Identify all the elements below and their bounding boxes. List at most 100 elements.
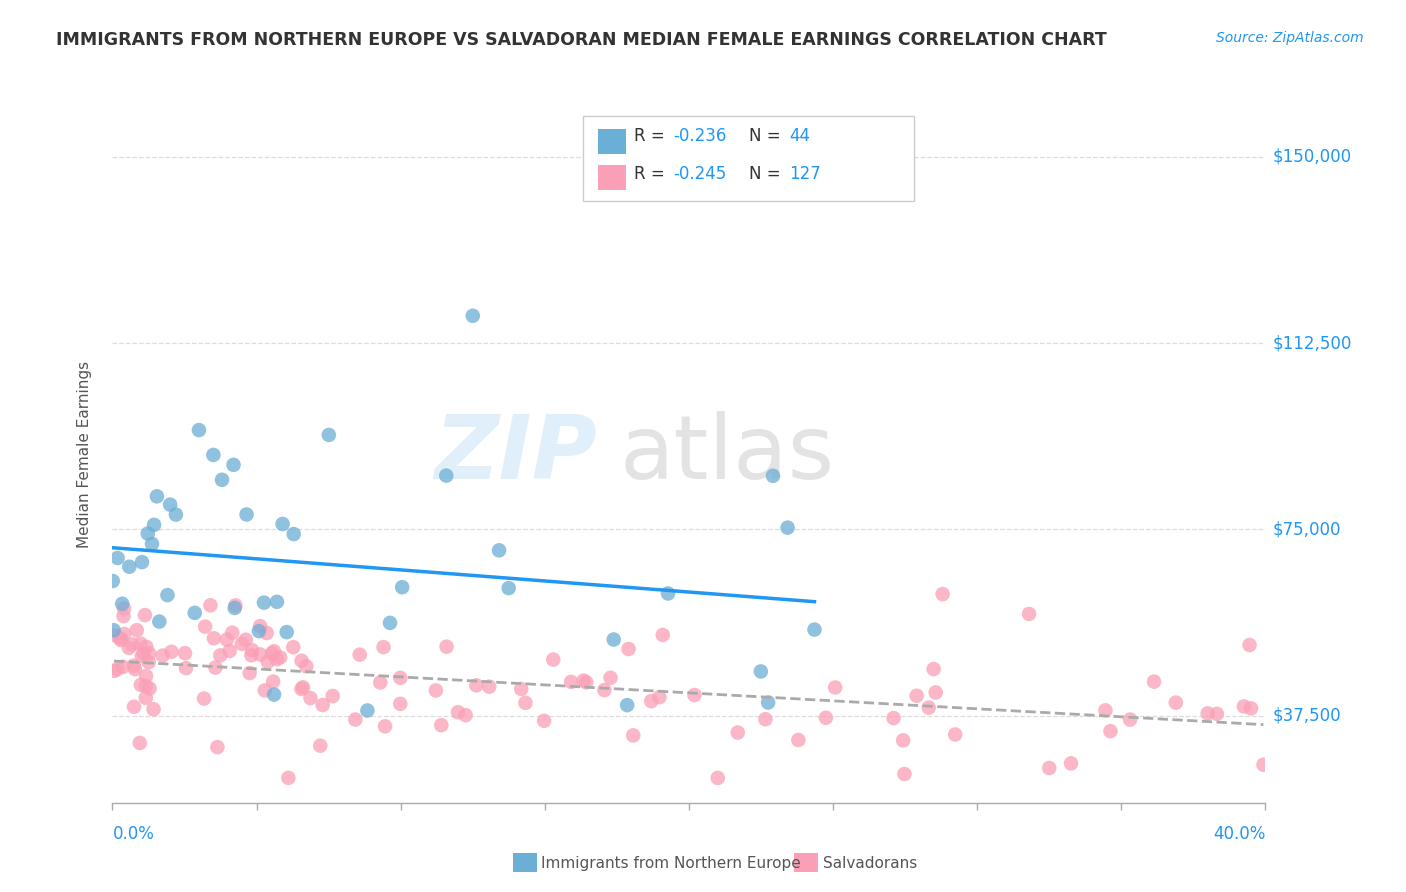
Point bbox=[1239, 638, 1261, 652]
Point bbox=[283, 527, 305, 541]
Point bbox=[602, 632, 624, 647]
Point bbox=[749, 665, 772, 679]
Point bbox=[543, 652, 565, 666]
Text: Immigrants from Northern Europe: Immigrants from Northern Europe bbox=[541, 856, 801, 871]
Point bbox=[1094, 703, 1116, 717]
Point bbox=[533, 714, 555, 728]
Point bbox=[215, 632, 238, 647]
Point bbox=[256, 655, 278, 669]
Point bbox=[202, 632, 225, 646]
Point bbox=[247, 624, 270, 639]
Point bbox=[112, 601, 135, 615]
Point bbox=[374, 719, 396, 733]
Point bbox=[617, 642, 640, 657]
Point bbox=[253, 596, 276, 610]
Point bbox=[824, 681, 846, 695]
Point bbox=[136, 526, 159, 541]
Point bbox=[146, 489, 169, 503]
Text: $75,000: $75,000 bbox=[1272, 520, 1341, 539]
Text: N =: N = bbox=[749, 165, 786, 183]
Point bbox=[129, 678, 152, 692]
Point bbox=[803, 623, 825, 637]
Point bbox=[183, 606, 205, 620]
Point bbox=[683, 688, 706, 702]
Point bbox=[129, 637, 152, 651]
Point bbox=[138, 655, 160, 669]
Point bbox=[1060, 756, 1083, 771]
Point bbox=[312, 698, 335, 712]
Point bbox=[883, 711, 905, 725]
Point bbox=[121, 637, 143, 651]
Point bbox=[249, 648, 271, 662]
Point bbox=[141, 537, 163, 551]
Point bbox=[174, 661, 197, 675]
Point bbox=[349, 648, 371, 662]
Point bbox=[269, 650, 291, 665]
Point bbox=[356, 703, 378, 717]
Point bbox=[207, 740, 229, 755]
Point bbox=[108, 631, 131, 645]
Point bbox=[107, 551, 129, 566]
Point bbox=[447, 705, 470, 719]
Point bbox=[391, 580, 413, 594]
Point bbox=[373, 640, 395, 654]
Point bbox=[110, 633, 132, 648]
Point bbox=[156, 588, 179, 602]
Text: 127: 127 bbox=[789, 165, 821, 183]
Point bbox=[657, 586, 679, 600]
Point bbox=[138, 681, 160, 696]
Point bbox=[1197, 706, 1219, 721]
Text: N =: N = bbox=[749, 128, 786, 145]
Point bbox=[260, 646, 283, 660]
Point bbox=[575, 675, 598, 690]
Text: $150,000: $150,000 bbox=[1272, 148, 1351, 166]
Point bbox=[218, 644, 240, 658]
Point bbox=[111, 597, 134, 611]
Point bbox=[249, 619, 271, 633]
Point bbox=[378, 615, 401, 630]
Point bbox=[125, 623, 148, 637]
Point bbox=[434, 468, 457, 483]
Point bbox=[128, 736, 150, 750]
Point bbox=[224, 599, 246, 613]
Point bbox=[572, 673, 595, 688]
Point bbox=[112, 609, 135, 624]
Point bbox=[290, 681, 312, 696]
Point bbox=[1119, 713, 1142, 727]
Text: Salvadorans: Salvadorans bbox=[823, 856, 917, 871]
Point bbox=[640, 694, 662, 708]
Point bbox=[1253, 757, 1275, 772]
Point bbox=[510, 681, 533, 696]
Text: -0.245: -0.245 bbox=[673, 165, 727, 183]
Point bbox=[430, 718, 453, 732]
Point bbox=[756, 696, 779, 710]
Y-axis label: Median Female Earnings: Median Female Earnings bbox=[77, 361, 91, 549]
Point bbox=[787, 733, 810, 747]
Point bbox=[283, 640, 305, 655]
Text: -0.236: -0.236 bbox=[673, 128, 727, 145]
Point bbox=[235, 508, 257, 522]
Point bbox=[291, 681, 314, 695]
Point bbox=[224, 601, 246, 615]
Point bbox=[943, 727, 966, 741]
Point bbox=[188, 423, 211, 437]
Point bbox=[132, 646, 155, 660]
Point bbox=[160, 645, 183, 659]
Point bbox=[204, 660, 226, 674]
Point bbox=[389, 671, 412, 685]
Point bbox=[193, 691, 215, 706]
Point bbox=[103, 664, 125, 678]
Text: 44: 44 bbox=[789, 128, 810, 145]
Text: 40.0%: 40.0% bbox=[1213, 825, 1265, 843]
Text: R =: R = bbox=[634, 128, 671, 145]
Point bbox=[1164, 696, 1187, 710]
Point bbox=[118, 559, 141, 574]
Text: IMMIGRANTS FROM NORTHERN EUROPE VS SALVADORAN MEDIAN FEMALE EARNINGS CORRELATION: IMMIGRANTS FROM NORTHERN EUROPE VS SALVA… bbox=[56, 31, 1107, 49]
Point bbox=[454, 708, 477, 723]
Point bbox=[263, 644, 285, 658]
Point bbox=[1240, 701, 1263, 715]
Point bbox=[1143, 674, 1166, 689]
Point bbox=[111, 660, 134, 674]
Point bbox=[135, 690, 157, 705]
Point bbox=[616, 698, 638, 712]
